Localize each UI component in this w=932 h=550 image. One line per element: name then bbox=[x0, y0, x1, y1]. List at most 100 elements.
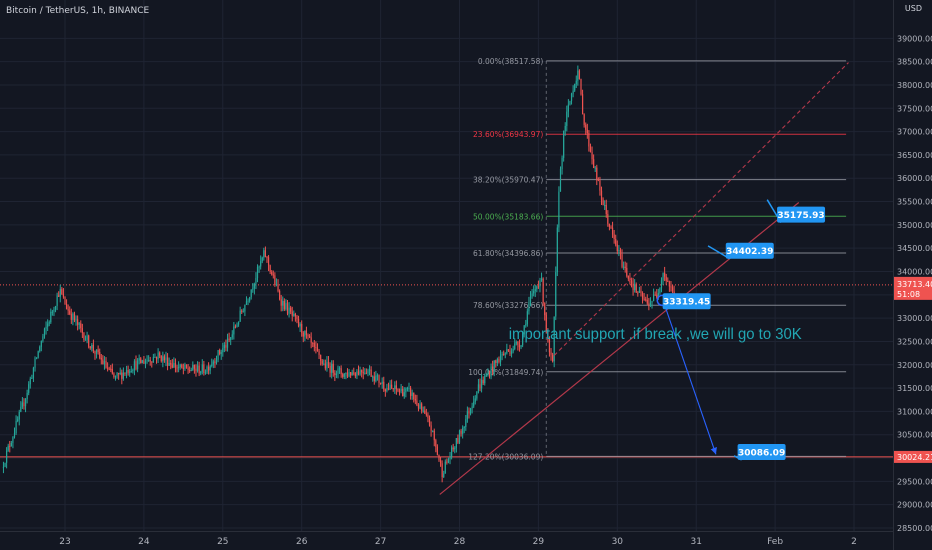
candle bbox=[372, 375, 374, 382]
candle-body bbox=[596, 167, 598, 180]
candle bbox=[4, 462, 6, 468]
candle-body bbox=[75, 319, 77, 321]
candle bbox=[342, 372, 344, 379]
candle-body bbox=[376, 375, 379, 377]
candle-body bbox=[586, 129, 588, 134]
candle-body bbox=[583, 114, 585, 125]
candle-body bbox=[512, 348, 514, 352]
candle-body bbox=[561, 157, 563, 169]
price-tick-label: 34500.00 bbox=[897, 244, 932, 253]
candle-body bbox=[125, 369, 128, 374]
candle-body bbox=[504, 353, 506, 355]
candle-body bbox=[168, 362, 170, 366]
candle bbox=[129, 369, 131, 377]
candle bbox=[293, 310, 295, 317]
candle-body bbox=[228, 338, 230, 340]
candle bbox=[654, 291, 656, 296]
time-tick-label: 25 bbox=[217, 537, 228, 547]
candle-body bbox=[651, 301, 653, 303]
candle bbox=[501, 351, 503, 361]
candle bbox=[155, 356, 158, 364]
candle-body bbox=[392, 388, 394, 390]
candle-body bbox=[534, 289, 536, 291]
candle bbox=[260, 255, 262, 270]
candle bbox=[189, 366, 191, 373]
candle bbox=[105, 357, 107, 369]
candle-body bbox=[258, 266, 260, 268]
candle bbox=[656, 289, 658, 299]
candle-body bbox=[384, 389, 386, 392]
candle bbox=[157, 348, 159, 364]
candle-body bbox=[237, 321, 240, 325]
candle bbox=[548, 336, 551, 357]
candle bbox=[231, 330, 233, 340]
candle-body bbox=[326, 361, 328, 369]
candle-body bbox=[477, 384, 480, 392]
candle bbox=[291, 306, 293, 322]
candle-body bbox=[411, 392, 413, 396]
candle-body bbox=[231, 334, 233, 338]
candle-body bbox=[225, 345, 227, 348]
candle-body bbox=[51, 311, 53, 313]
candle bbox=[444, 459, 446, 474]
candle bbox=[201, 359, 203, 375]
candle bbox=[272, 270, 274, 279]
candle-body bbox=[338, 368, 341, 370]
time-tick-label: 30 bbox=[612, 537, 624, 547]
candle bbox=[86, 331, 88, 344]
candle-body bbox=[212, 361, 214, 365]
candle-body bbox=[23, 402, 25, 407]
candle-body bbox=[408, 387, 410, 389]
fib-level-label: 78.60%(33276.66) bbox=[473, 301, 543, 310]
candle-body bbox=[599, 180, 601, 191]
candle-body bbox=[207, 366, 210, 371]
candle bbox=[581, 89, 584, 115]
candle bbox=[100, 353, 102, 365]
candle bbox=[432, 430, 434, 433]
callout-box bbox=[725, 242, 774, 259]
candle bbox=[495, 359, 497, 368]
candle-body bbox=[361, 370, 363, 373]
candle bbox=[178, 361, 180, 373]
candle-body bbox=[331, 363, 333, 373]
candle bbox=[408, 382, 410, 392]
candle bbox=[327, 356, 330, 369]
candle-body bbox=[457, 438, 459, 443]
candle-body bbox=[506, 349, 508, 354]
candle-body bbox=[514, 343, 516, 349]
candle bbox=[615, 234, 617, 247]
candle-body bbox=[176, 367, 178, 369]
candle-body bbox=[580, 78, 582, 95]
candle bbox=[26, 389, 28, 404]
candle bbox=[99, 348, 101, 360]
price-tick-label: 32000.00 bbox=[897, 361, 932, 370]
candle-body bbox=[315, 346, 317, 348]
candle bbox=[585, 122, 587, 135]
time-tick-label: 26 bbox=[296, 537, 308, 547]
candle-body bbox=[105, 360, 107, 368]
candle bbox=[59, 284, 61, 303]
candle bbox=[417, 403, 420, 412]
candle-body bbox=[20, 406, 22, 412]
candle bbox=[304, 330, 306, 342]
candle bbox=[436, 444, 439, 456]
candle bbox=[50, 308, 52, 324]
time-tick-label: 2 bbox=[851, 537, 857, 547]
candle-body bbox=[664, 272, 666, 277]
candle bbox=[258, 265, 260, 273]
candle bbox=[103, 356, 106, 370]
candle bbox=[640, 285, 642, 297]
fib-level-label: 23.60%(36943.97) bbox=[473, 130, 543, 139]
candle bbox=[230, 336, 232, 346]
candle bbox=[638, 286, 640, 293]
candle-body bbox=[348, 372, 350, 377]
candle bbox=[413, 392, 415, 403]
candle bbox=[468, 407, 470, 419]
candle-body bbox=[215, 359, 218, 364]
candle-body bbox=[498, 359, 500, 363]
candle-body bbox=[329, 365, 331, 373]
candle-body bbox=[141, 360, 143, 364]
candle-body bbox=[50, 311, 52, 323]
candle-body bbox=[389, 384, 391, 390]
